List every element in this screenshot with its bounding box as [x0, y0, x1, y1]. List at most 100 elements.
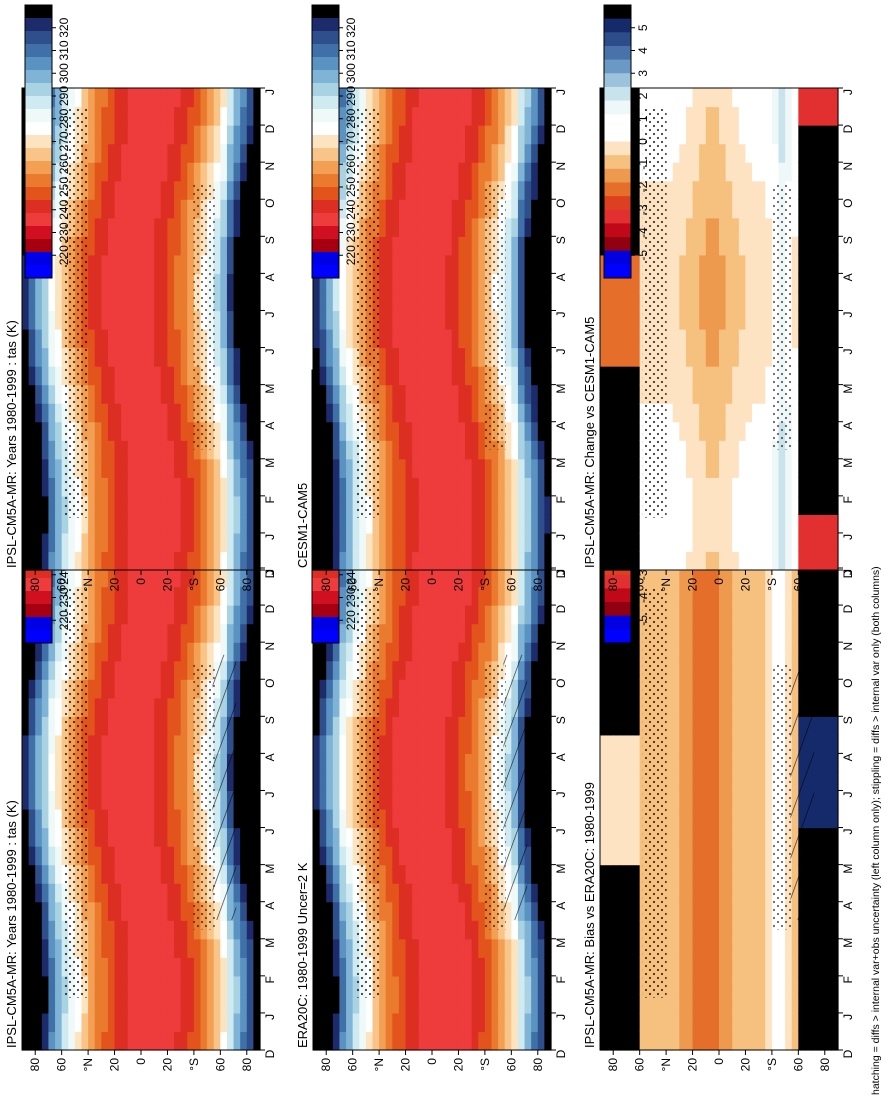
heatmap-cell	[207, 994, 214, 1013]
heatmap-cell	[227, 551, 234, 570]
heatmap-cell	[339, 679, 346, 698]
heatmap-cell	[167, 125, 174, 144]
heatmap-cell	[22, 514, 29, 533]
heatmap-cell	[247, 661, 254, 680]
heatmap-cell	[154, 716, 161, 735]
heatmap-cell	[167, 199, 174, 218]
heatmap-cell	[187, 162, 194, 181]
heatmap-cell	[719, 679, 726, 698]
heatmap-cell	[531, 679, 538, 698]
heatmap-cell	[22, 366, 29, 385]
heatmap-cell	[399, 661, 406, 680]
heatmap-cell	[458, 107, 465, 126]
heatmap-cell	[101, 976, 108, 995]
heatmap-cell	[699, 624, 706, 643]
heatmap-cell	[412, 236, 419, 255]
heatmap-cell	[386, 199, 393, 218]
heatmap-cell	[339, 329, 346, 348]
heatmap-cell	[141, 605, 148, 624]
heatmap-cell	[29, 976, 36, 995]
heatmap-cell	[412, 440, 419, 459]
heatmap-cell	[35, 976, 42, 995]
heatmap-cell	[452, 551, 459, 570]
heatmap-cell	[55, 385, 62, 404]
heatmap-cell	[108, 883, 115, 902]
heatmap-cell	[432, 883, 439, 902]
heatmap-cell	[115, 957, 122, 976]
heatmap-cell	[181, 809, 188, 828]
heatmap-cell	[712, 994, 719, 1013]
heatmap-cell	[108, 1031, 115, 1050]
heatmap-cell	[392, 514, 399, 533]
heatmap-cell	[452, 753, 459, 772]
heatmap-cell	[181, 385, 188, 404]
heatmap-cell	[167, 181, 174, 200]
heatmap-cell	[167, 957, 174, 976]
heatmap-cell	[161, 920, 168, 939]
heatmap-cell	[399, 107, 406, 126]
y-tick-label: 60	[55, 1058, 69, 1072]
heatmap-cell	[326, 902, 333, 921]
heatmap-cell	[525, 348, 532, 367]
heatmap-cell	[148, 348, 155, 367]
heatmap-cell	[505, 605, 512, 624]
heatmap-cell	[472, 273, 479, 292]
heatmap-cell	[818, 865, 825, 884]
heatmap-cell	[719, 698, 726, 717]
heatmap-cell	[42, 920, 49, 939]
heatmap-cell	[240, 440, 247, 459]
heatmap-cell	[432, 772, 439, 791]
heatmap-cell	[22, 809, 29, 828]
heatmap-cell	[452, 957, 459, 976]
heatmap-cell	[498, 477, 505, 496]
heatmap-cell	[666, 939, 673, 958]
heatmap-cell	[161, 199, 168, 218]
heatmap-cell	[386, 1013, 393, 1032]
heatmap-cell	[333, 533, 340, 552]
heatmap-cell	[95, 772, 102, 791]
heatmap-cell	[399, 809, 406, 828]
heatmap-cell	[95, 236, 102, 255]
heatmap-cell	[465, 1031, 472, 1050]
heatmap-cell	[399, 514, 406, 533]
colorbar-swatch	[312, 252, 339, 266]
heatmap-cell	[35, 292, 42, 311]
heatmap-cell	[220, 348, 227, 367]
heatmap-cell	[320, 661, 327, 680]
heatmap-cell	[148, 661, 155, 680]
stippling-band	[65, 588, 89, 998]
colorbar-swatch	[312, 630, 339, 644]
heatmap-cell	[626, 698, 633, 717]
heatmap-cell	[167, 716, 174, 735]
heatmap-cell	[22, 292, 29, 311]
heatmap-cell	[121, 533, 128, 552]
heatmap-cell	[108, 144, 115, 163]
heatmap-cell	[538, 716, 545, 735]
heatmap-cell	[392, 403, 399, 422]
y-tick-label: °N	[372, 1058, 386, 1071]
heatmap-cell	[115, 624, 122, 643]
heatmap-cell	[531, 846, 538, 865]
x-tick-label: N	[554, 162, 568, 171]
y-tick-label: 20	[451, 578, 465, 592]
heatmap-cell	[792, 605, 799, 624]
heatmap-cell	[128, 459, 135, 478]
heatmap-cell	[686, 679, 693, 698]
heatmap-cell	[505, 181, 512, 200]
heatmap-cell	[607, 1013, 614, 1032]
heatmap-cell	[633, 735, 640, 754]
heatmap-cell	[379, 218, 386, 237]
heatmap-cell	[472, 348, 479, 367]
heatmap-cell	[432, 88, 439, 107]
heatmap-cell	[108, 551, 115, 570]
heatmap-cell	[538, 772, 545, 791]
heatmap-cell	[320, 551, 327, 570]
heatmap-cell	[812, 957, 819, 976]
heatmap-cell	[240, 828, 247, 847]
heatmap-cell	[445, 828, 452, 847]
heatmap-cell	[419, 348, 426, 367]
heatmap-cell	[88, 144, 95, 163]
heatmap-cell	[220, 514, 227, 533]
heatmap-cell	[181, 329, 188, 348]
heatmap-cell	[121, 939, 128, 958]
